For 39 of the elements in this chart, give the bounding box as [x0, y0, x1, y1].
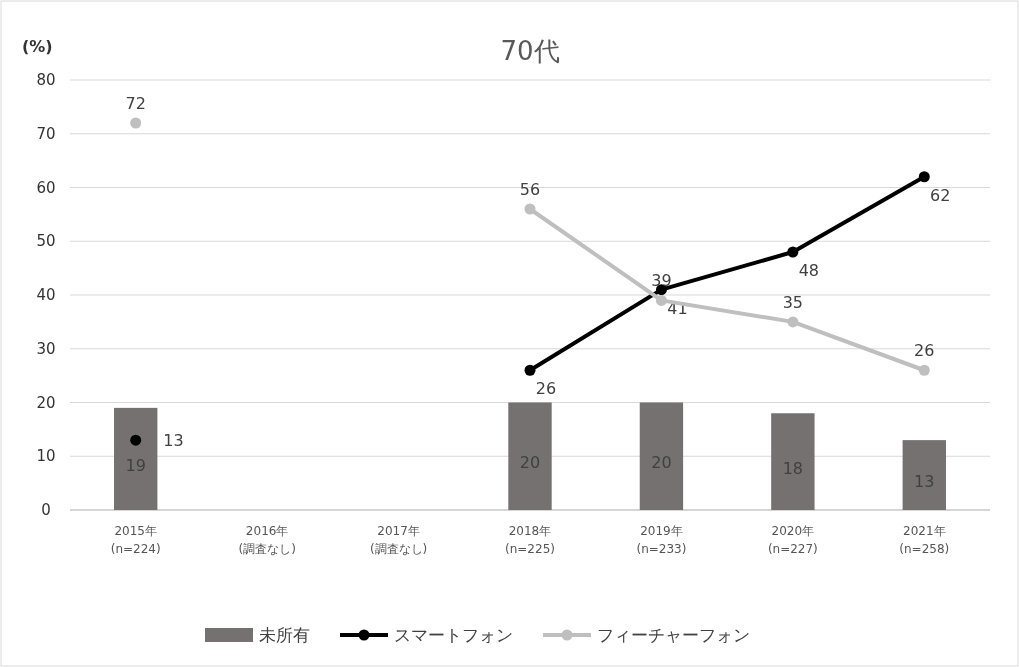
y-axis-title: (%) — [22, 37, 53, 56]
x-tick-label: 2018年 (n=225) — [505, 524, 555, 556]
x-tick-label: 2020年 (n=227) — [767, 524, 818, 556]
legend-label: 未所有 — [259, 625, 310, 645]
y-tick-label: 80 — [36, 71, 56, 89]
x-tick-label: 2021年 (n=258) — [899, 524, 950, 556]
y-tick-label: 10 — [36, 447, 56, 466]
point — [918, 364, 930, 376]
x-tick-label: 2016年 (調査なし) — [238, 524, 296, 556]
point — [524, 203, 536, 215]
data-label: 48 — [798, 261, 820, 280]
data-label: 56 — [519, 180, 541, 199]
data-label: 26 — [535, 379, 557, 399]
legend-label: スマートフォン — [394, 625, 513, 645]
point — [918, 171, 930, 183]
data-label: 35 — [782, 292, 804, 312]
data-label: 26 — [914, 341, 935, 361]
y-tick-label: 30 — [36, 339, 56, 358]
data-label: 72 — [125, 94, 146, 113]
data-label: 39 — [651, 271, 672, 291]
data-label: 62 — [930, 185, 951, 205]
point — [130, 117, 142, 129]
y-tick-label: 0 — [41, 501, 51, 519]
y-tick-label: 20 — [36, 393, 56, 412]
y-tick-label: 60 — [36, 178, 56, 197]
x-tick-label: 2019年 (n=233) — [636, 524, 687, 556]
point — [787, 316, 799, 328]
point — [524, 364, 536, 376]
point — [130, 434, 142, 446]
y-tick-label: 70 — [36, 124, 56, 143]
data-label: 13 — [163, 431, 184, 451]
chart-title: 70代 — [500, 36, 560, 66]
y-tick-label: 50 — [36, 232, 56, 251]
x-tick-label: 2015年 (n=224) — [110, 524, 161, 556]
point — [655, 294, 667, 306]
legend-label: フィーチャーフォン — [597, 625, 750, 645]
x-tick-label: 2017年 (調査なし) — [369, 524, 428, 556]
point — [787, 246, 799, 258]
y-tick-label: 40 — [36, 286, 56, 304]
